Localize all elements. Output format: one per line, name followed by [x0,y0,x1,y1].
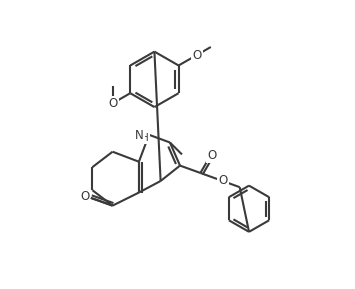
Text: N: N [135,129,144,142]
Text: O: O [80,190,89,203]
Text: O: O [192,49,201,62]
Text: O: O [108,97,118,110]
Text: O: O [207,149,217,162]
Text: O: O [218,174,228,187]
Text: H: H [141,133,149,143]
